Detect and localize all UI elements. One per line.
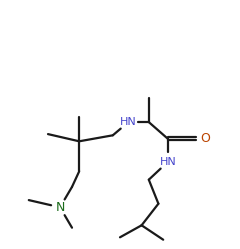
Text: N: N — [55, 201, 65, 214]
Text: O: O — [200, 132, 210, 145]
Text: HN: HN — [160, 157, 176, 167]
Text: HN: HN — [120, 117, 137, 127]
